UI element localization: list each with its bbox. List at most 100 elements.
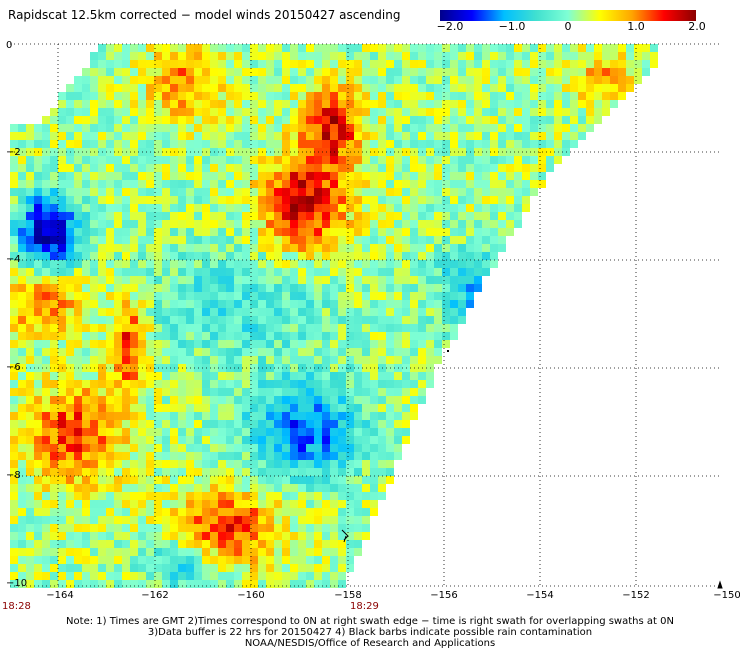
swath-cell <box>266 324 274 332</box>
swath-cell <box>498 140 506 148</box>
swath-cell <box>434 356 442 364</box>
swath-cell <box>138 236 146 244</box>
swath-cell <box>482 188 490 196</box>
swath-cell <box>58 140 66 148</box>
swath-cell <box>82 140 90 148</box>
swath-cell <box>346 140 354 148</box>
swath-cell <box>10 556 18 564</box>
swath-cell <box>266 556 274 564</box>
swath-cell <box>314 212 322 220</box>
swath-cell <box>362 164 370 172</box>
swath-cell <box>154 436 162 444</box>
swath-cell <box>354 52 362 60</box>
swath-cell <box>178 572 186 580</box>
swath-cell <box>466 292 474 300</box>
swath-cell <box>322 572 330 580</box>
swath-cell <box>202 84 210 92</box>
swath-cell <box>338 516 346 524</box>
swath-cell <box>370 228 378 236</box>
swath-cell <box>298 156 306 164</box>
swath-cell <box>58 348 66 356</box>
swath-cell <box>426 108 434 116</box>
swath-cell <box>386 84 394 92</box>
swath-cell <box>314 420 322 428</box>
swath-cell <box>434 108 442 116</box>
swath-cell <box>410 212 418 220</box>
swath-cell <box>90 420 98 428</box>
swath-cell <box>226 164 234 172</box>
swath-cell <box>18 276 26 284</box>
swath-cell <box>242 572 250 580</box>
swath-cell <box>314 316 322 324</box>
swath-cell <box>58 476 66 484</box>
swath-cell <box>314 388 322 396</box>
swath-cell <box>106 268 114 276</box>
swath-cell <box>298 348 306 356</box>
swath-cell <box>410 84 418 92</box>
swath-cell <box>386 276 394 284</box>
swath-cell <box>202 540 210 548</box>
swath-cell <box>242 476 250 484</box>
swath-cell <box>218 244 226 252</box>
swath-cell <box>178 556 186 564</box>
swath-cell <box>370 428 378 436</box>
swath-cell <box>98 324 106 332</box>
swath-cell <box>298 324 306 332</box>
swath-cell <box>570 60 578 68</box>
swath-cell <box>434 244 442 252</box>
swath-cell <box>90 204 98 212</box>
swath-cell <box>18 388 26 396</box>
swath-cell <box>258 188 266 196</box>
swath-cell <box>426 252 434 260</box>
swath-cell <box>402 268 410 276</box>
swath-cell <box>226 460 234 468</box>
swath-cell <box>410 172 418 180</box>
swath-cell <box>322 76 330 84</box>
swath-cell <box>226 300 234 308</box>
swath-cell <box>418 276 426 284</box>
swath-cell <box>194 156 202 164</box>
swath-cell <box>42 468 50 476</box>
swath-cell <box>202 420 210 428</box>
swath-cell <box>546 108 554 116</box>
swath-cell <box>130 228 138 236</box>
swath-cell <box>514 180 522 188</box>
swath-cell <box>354 268 362 276</box>
swath-cell <box>618 76 626 84</box>
swath-cell <box>282 516 290 524</box>
swath-cell <box>98 124 106 132</box>
swath-cell <box>290 292 298 300</box>
swath-cell <box>450 156 458 164</box>
swath-cell <box>26 124 34 132</box>
swath-cell <box>346 164 354 172</box>
swath-cell <box>154 444 162 452</box>
swath-cell <box>90 308 98 316</box>
swath-cell <box>26 532 34 540</box>
swath-cell <box>274 188 282 196</box>
swath-cell <box>98 260 106 268</box>
swath-cell <box>146 220 154 228</box>
swath-cell <box>322 468 330 476</box>
swath-cell <box>530 76 538 84</box>
swath-cell <box>258 428 266 436</box>
swath-cell <box>506 44 514 52</box>
swath-cell <box>330 124 338 132</box>
swath-cell <box>66 348 74 356</box>
swath-cell <box>466 92 474 100</box>
swath-cell <box>210 532 218 540</box>
swath-cell <box>290 516 298 524</box>
swath-cell <box>162 68 170 76</box>
swath-cell <box>242 348 250 356</box>
swath-cell <box>138 76 146 84</box>
swath-cell <box>314 572 322 580</box>
swath-cell <box>194 84 202 92</box>
swath-cell <box>226 572 234 580</box>
swath-cell <box>450 196 458 204</box>
swath-cell <box>146 308 154 316</box>
swath-cell <box>306 380 314 388</box>
swath-cell <box>10 460 18 468</box>
swath-cell <box>506 164 514 172</box>
swath-cell <box>170 420 178 428</box>
swath-cell <box>66 340 74 348</box>
swath-cell <box>106 388 114 396</box>
